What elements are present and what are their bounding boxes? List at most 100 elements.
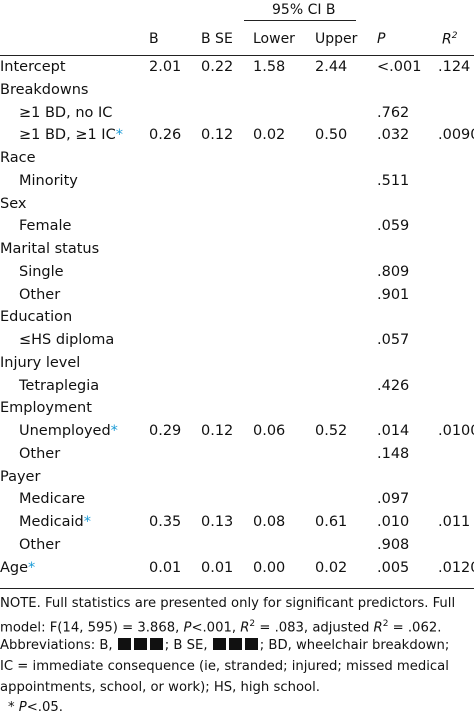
table-row: ≥1 BD, no IC .762 (0, 105, 474, 127)
cell-p: .057 (377, 332, 410, 348)
row-label: ≤HS diploma (19, 332, 114, 348)
redacted-block (229, 638, 243, 650)
row-label-text: Unemployed (19, 423, 111, 439)
cell-lower: 0.06 (253, 423, 286, 439)
row-label-text: Breakdowns (0, 81, 89, 98)
table-row: Female .059 (0, 218, 474, 240)
cell-lower: 0.00 (253, 559, 286, 576)
table-row: ≥1 BD, ≥1 IC* 0.26 0.12 0.02 0.50 .032 .0090 (0, 127, 474, 149)
table-row: Other .148 (0, 446, 474, 468)
row-label-text: Education (0, 309, 73, 326)
abbreviations-note: Abbreviations: B, ; B SE, ; BD, wheelcha… (0, 638, 450, 653)
table-row: Single .809 (0, 264, 474, 286)
header-rule (0, 55, 474, 56)
cell-p: .059 (377, 218, 410, 235)
cell-upper: 0.61 (315, 514, 348, 530)
significance-footnote: * P<.05. (8, 700, 63, 715)
cell-p: .010 (377, 514, 410, 530)
table-row: Payer (0, 469, 474, 491)
cell-p: .014 (377, 423, 410, 439)
cell-r2: .011 (438, 514, 471, 530)
row-label: Female (19, 218, 71, 234)
significance-star: * (115, 127, 123, 144)
row-label: Other (19, 446, 60, 462)
redacted-block (245, 638, 259, 650)
row-label: ≥1 BD, no IC (19, 105, 112, 121)
col-header-r2: R2 (442, 31, 458, 48)
row-label: Sex (0, 196, 26, 212)
model-stats-note: model: F(14, 595) = 3.868, P<.001, R2 = … (0, 619, 442, 636)
table-row: Race (0, 150, 474, 172)
cell-p: <.001 (377, 59, 422, 75)
cell-p: .901 (377, 286, 410, 303)
cell-p: .511 (377, 172, 410, 189)
cell-p: .148 (377, 445, 410, 462)
row-label-text: Single (19, 263, 64, 280)
row-label-text: Race (0, 150, 36, 166)
row-label-text: Employment (0, 400, 92, 417)
cell-upper: 0.02 (315, 559, 348, 576)
row-label-text: Female (19, 218, 72, 235)
cell-bse: 0.12 (201, 423, 234, 439)
significance-star: * (110, 423, 118, 439)
cell-p: .908 (377, 536, 410, 553)
ci-group-rule (244, 20, 356, 21)
table-row: Sex (0, 196, 474, 218)
row-label: Minority (19, 173, 78, 189)
cell-p: .097 (377, 491, 410, 508)
col-header-lower: Lower (253, 31, 295, 47)
row-label: Medicare (19, 491, 85, 507)
cell-lower: 0.08 (253, 514, 286, 530)
table-bottom-rule (0, 588, 474, 589)
row-label-text: Sex (0, 195, 27, 212)
table-row: Employment (0, 400, 474, 422)
cell-p: .032 (377, 127, 410, 144)
cell-bse: 0.22 (201, 59, 234, 75)
redacted-block (134, 638, 148, 650)
row-label: Education (0, 309, 72, 325)
table-row: ≤HS diploma .057 (0, 332, 474, 354)
row-label-text: Payer (0, 468, 41, 485)
col-header-p: P (377, 31, 386, 47)
table-row: Intercept 2.01 0.22 1.58 2.44 <.001 .124 (0, 59, 474, 81)
cell-lower: 0.02 (253, 127, 286, 144)
table-row: Tetraplegia .426 (0, 378, 474, 400)
cell-r2: .0090 (438, 127, 474, 144)
redacted-block (118, 638, 132, 650)
table-row: Breakdowns (0, 82, 474, 104)
cell-bse: 0.01 (201, 559, 234, 576)
table-row: Marital status (0, 241, 474, 263)
row-label-text: Minority (19, 172, 78, 189)
cell-p: .809 (377, 263, 410, 280)
row-label: Unemployed* (19, 423, 118, 439)
row-label-text: ≤HS diploma (19, 332, 115, 348)
row-label-text: Medicaid (19, 514, 84, 530)
row-label: Tetraplegia (19, 378, 99, 394)
table-row: Other .908 (0, 537, 474, 559)
cell-b: 2.01 (149, 59, 182, 75)
table-row: Medicare .097 (0, 491, 474, 513)
cell-lower: 1.58 (253, 59, 286, 75)
row-label-text: Medicare (19, 491, 86, 508)
table-row: Age* 0.01 0.01 0.00 0.02 .005 .0120 (0, 560, 474, 582)
cell-b: 0.01 (149, 559, 182, 576)
row-label: Marital status (0, 241, 99, 257)
row-label-text: ≥1 BD, no IC (19, 104, 113, 121)
significance-star: * (83, 514, 92, 530)
row-label: Other (19, 287, 60, 303)
row-label: Breakdowns (0, 82, 88, 98)
redacted-block (150, 638, 164, 650)
table-row: Minority .511 (0, 173, 474, 195)
table-row: Education (0, 309, 474, 331)
cell-r2: .0120 (438, 559, 474, 576)
row-label: Payer (0, 469, 40, 485)
row-label-text: Intercept (0, 59, 66, 75)
significance-star: * (28, 559, 36, 576)
col-header-upper: Upper (315, 31, 358, 47)
cell-bse: 0.12 (201, 127, 234, 144)
row-label: Intercept (0, 59, 66, 75)
cell-b: 0.35 (149, 514, 182, 530)
row-label: Medicaid* (19, 514, 91, 530)
row-label: Injury level (0, 355, 80, 371)
